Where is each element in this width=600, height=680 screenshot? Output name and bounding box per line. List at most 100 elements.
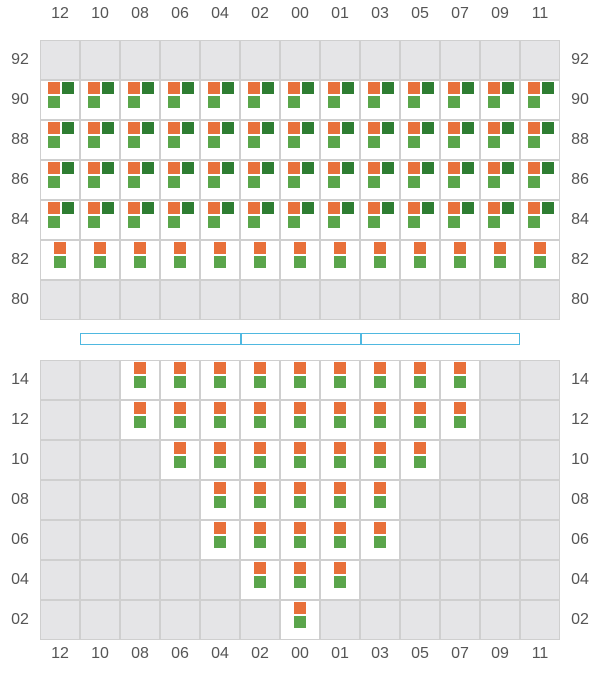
light-green-marker <box>448 96 460 108</box>
cell-upper-90-06 <box>160 80 200 120</box>
cell-upper-90-04 <box>200 80 240 120</box>
orange-marker <box>254 482 266 494</box>
dark-green-marker <box>62 162 74 174</box>
column-label-top-02: 02 <box>251 5 269 22</box>
cell-upper-88-03 <box>360 120 400 160</box>
column-label-top-11: 11 <box>531 5 549 22</box>
orange-marker <box>88 202 100 214</box>
column-label-bottom-08: 08 <box>131 645 149 662</box>
light-green-marker <box>128 176 140 188</box>
orange-marker <box>294 442 306 454</box>
cell-lower-08-06 <box>160 480 200 520</box>
cell-lower-04-07 <box>440 560 480 600</box>
light-green-marker <box>414 376 426 388</box>
cell-upper-84-09 <box>480 200 520 240</box>
cell-upper-88-10 <box>80 120 120 160</box>
light-green-marker <box>328 176 340 188</box>
light-green-marker <box>414 256 426 268</box>
separator-divider <box>360 333 362 345</box>
row-label-right-80: 80 <box>571 291 589 308</box>
dark-green-marker <box>502 82 514 94</box>
cell-lower-10-12 <box>40 440 80 480</box>
cell-upper-86-04 <box>200 160 240 200</box>
orange-marker <box>208 82 220 94</box>
row-label-right-82: 82 <box>571 251 589 268</box>
light-green-marker <box>174 376 186 388</box>
dark-green-marker <box>462 162 474 174</box>
cell-upper-84-11 <box>520 200 560 240</box>
orange-marker <box>454 402 466 414</box>
orange-marker <box>254 242 266 254</box>
light-green-marker <box>174 256 186 268</box>
column-label-bottom-01: 01 <box>331 645 349 662</box>
light-green-marker <box>294 456 306 468</box>
dark-green-marker <box>462 82 474 94</box>
cell-upper-90-10 <box>80 80 120 120</box>
column-label-bottom-09: 09 <box>491 645 509 662</box>
dark-green-marker <box>182 82 194 94</box>
row-label-left-06: 06 <box>11 531 29 548</box>
light-green-marker <box>174 416 186 428</box>
orange-marker <box>448 202 460 214</box>
cell-lower-06-05 <box>400 520 440 560</box>
cell-lower-08-11 <box>520 480 560 520</box>
cell-upper-80-04 <box>200 280 240 320</box>
light-green-marker <box>94 256 106 268</box>
row-label-left-90: 90 <box>11 91 29 108</box>
light-green-marker <box>334 496 346 508</box>
cell-upper-90-11 <box>520 80 560 120</box>
cell-upper-92-05 <box>400 40 440 80</box>
light-green-marker <box>134 416 146 428</box>
light-green-marker <box>328 136 340 148</box>
cell-upper-88-01 <box>320 120 360 160</box>
light-green-marker <box>368 176 380 188</box>
column-label-bottom-10: 10 <box>91 645 109 662</box>
orange-marker <box>528 82 540 94</box>
cell-lower-02-01 <box>320 600 360 640</box>
light-green-marker <box>368 96 380 108</box>
dark-green-marker <box>62 122 74 134</box>
row-label-left-10: 10 <box>11 451 29 468</box>
cell-lower-14-09 <box>480 360 520 400</box>
cell-upper-90-07 <box>440 80 480 120</box>
cell-upper-80-10 <box>80 280 120 320</box>
orange-marker <box>294 562 306 574</box>
column-label-bottom-03: 03 <box>371 645 389 662</box>
column-label-top-03: 03 <box>371 5 389 22</box>
dark-green-marker <box>462 122 474 134</box>
orange-marker <box>294 602 306 614</box>
light-green-marker <box>488 96 500 108</box>
cell-lower-14-10 <box>80 360 120 400</box>
row-label-right-86: 86 <box>571 171 589 188</box>
cell-upper-80-03 <box>360 280 400 320</box>
light-green-marker <box>528 176 540 188</box>
dark-green-marker <box>382 82 394 94</box>
cell-upper-92-00 <box>280 40 320 80</box>
light-green-marker <box>88 216 100 228</box>
orange-marker <box>448 162 460 174</box>
orange-marker <box>254 362 266 374</box>
cell-upper-88-00 <box>280 120 320 160</box>
orange-marker <box>134 362 146 374</box>
orange-marker <box>88 82 100 94</box>
dark-green-marker <box>102 82 114 94</box>
light-green-marker <box>454 376 466 388</box>
orange-marker <box>334 482 346 494</box>
light-green-marker <box>368 136 380 148</box>
light-green-marker <box>448 216 460 228</box>
row-label-left-86: 86 <box>11 171 29 188</box>
cell-lower-10-08 <box>120 440 160 480</box>
orange-marker <box>174 242 186 254</box>
cell-lower-02-06 <box>160 600 200 640</box>
separator-bar <box>80 333 520 345</box>
light-green-marker <box>374 496 386 508</box>
cell-lower-06-12 <box>40 520 80 560</box>
cell-lower-04-09 <box>480 560 520 600</box>
dark-green-marker <box>302 82 314 94</box>
dark-green-marker <box>182 202 194 214</box>
orange-marker <box>288 82 300 94</box>
dark-green-marker <box>222 162 234 174</box>
light-green-marker <box>454 256 466 268</box>
light-green-marker <box>334 576 346 588</box>
